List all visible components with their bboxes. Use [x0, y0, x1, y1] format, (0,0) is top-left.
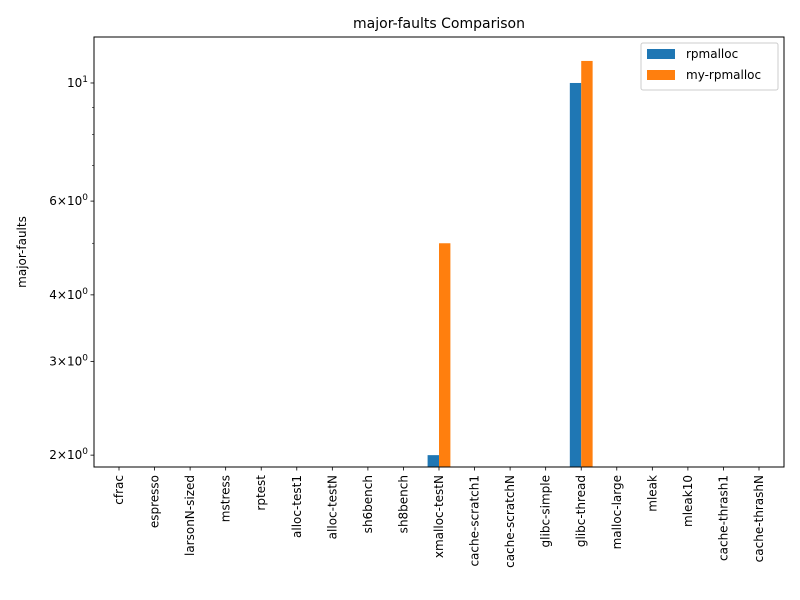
x-tick-label: cache-scratchN: [503, 475, 517, 568]
legend-box: [640, 42, 779, 91]
x-tick-label: cache-thrash1: [716, 475, 730, 561]
x-tick-label: rptest: [254, 475, 268, 511]
legend-swatch-rpmalloc: [647, 49, 675, 59]
x-tick-label: sh8bench: [396, 475, 410, 533]
bar-rpmalloc-xmalloc-testN: [427, 455, 439, 467]
y-axis: 2×100 3×100 4×100 6×100 101: [49, 75, 94, 462]
x-tick-label: glibc-simple: [539, 475, 553, 547]
legend-label-my-rpmalloc: my-rpmalloc: [686, 68, 761, 82]
y-tick-label: 4×100: [49, 287, 88, 302]
legend-swatch-my-rpmalloc: [647, 70, 675, 80]
y-tick-label: 6×100: [49, 193, 88, 208]
x-tick-label: alloc-testN: [325, 475, 339, 539]
x-tick-label: cache-scratch1: [468, 475, 482, 567]
bars-layer: [427, 60, 593, 468]
bar-my-rpmalloc-glibc-thread: [581, 60, 593, 468]
x-axis: cfrac espresso larsonN-sized mstress rptest a…: [112, 467, 766, 568]
x-tick-label: cfrac: [112, 475, 126, 505]
x-tick-label: xmalloc-testN: [432, 475, 446, 558]
x-tick-label: mleak10: [681, 475, 695, 527]
y-tick-label: 3×100: [49, 353, 88, 368]
bar-my-rpmalloc-xmalloc-testN: [439, 243, 451, 467]
x-tick-label: sh6bench: [361, 475, 375, 533]
x-tick-label: mleak: [645, 475, 659, 512]
chart-title: major-faults Comparison: [353, 16, 525, 32]
legend: rpmalloc my-rpmalloc: [640, 42, 779, 91]
x-tick-label: malloc-large: [610, 475, 624, 549]
plot-frame: [93, 36, 785, 468]
x-tick-label: alloc-test1: [290, 475, 304, 538]
y-axis-label: major-faults: [15, 216, 29, 288]
y-tick-label: 101: [67, 75, 88, 90]
x-tick-label: larsonN-sized: [183, 475, 197, 556]
x-tick-label: espresso: [148, 475, 162, 528]
legend-label-rpmalloc: rpmalloc: [686, 47, 738, 61]
y-tick-label: 2×100: [49, 447, 88, 462]
bar-rpmalloc-glibc-thread: [569, 82, 582, 467]
x-tick-label: mstress: [219, 475, 233, 522]
x-tick-label: cache-thrashN: [752, 475, 766, 562]
x-tick-label: glibc-thread: [574, 475, 588, 547]
